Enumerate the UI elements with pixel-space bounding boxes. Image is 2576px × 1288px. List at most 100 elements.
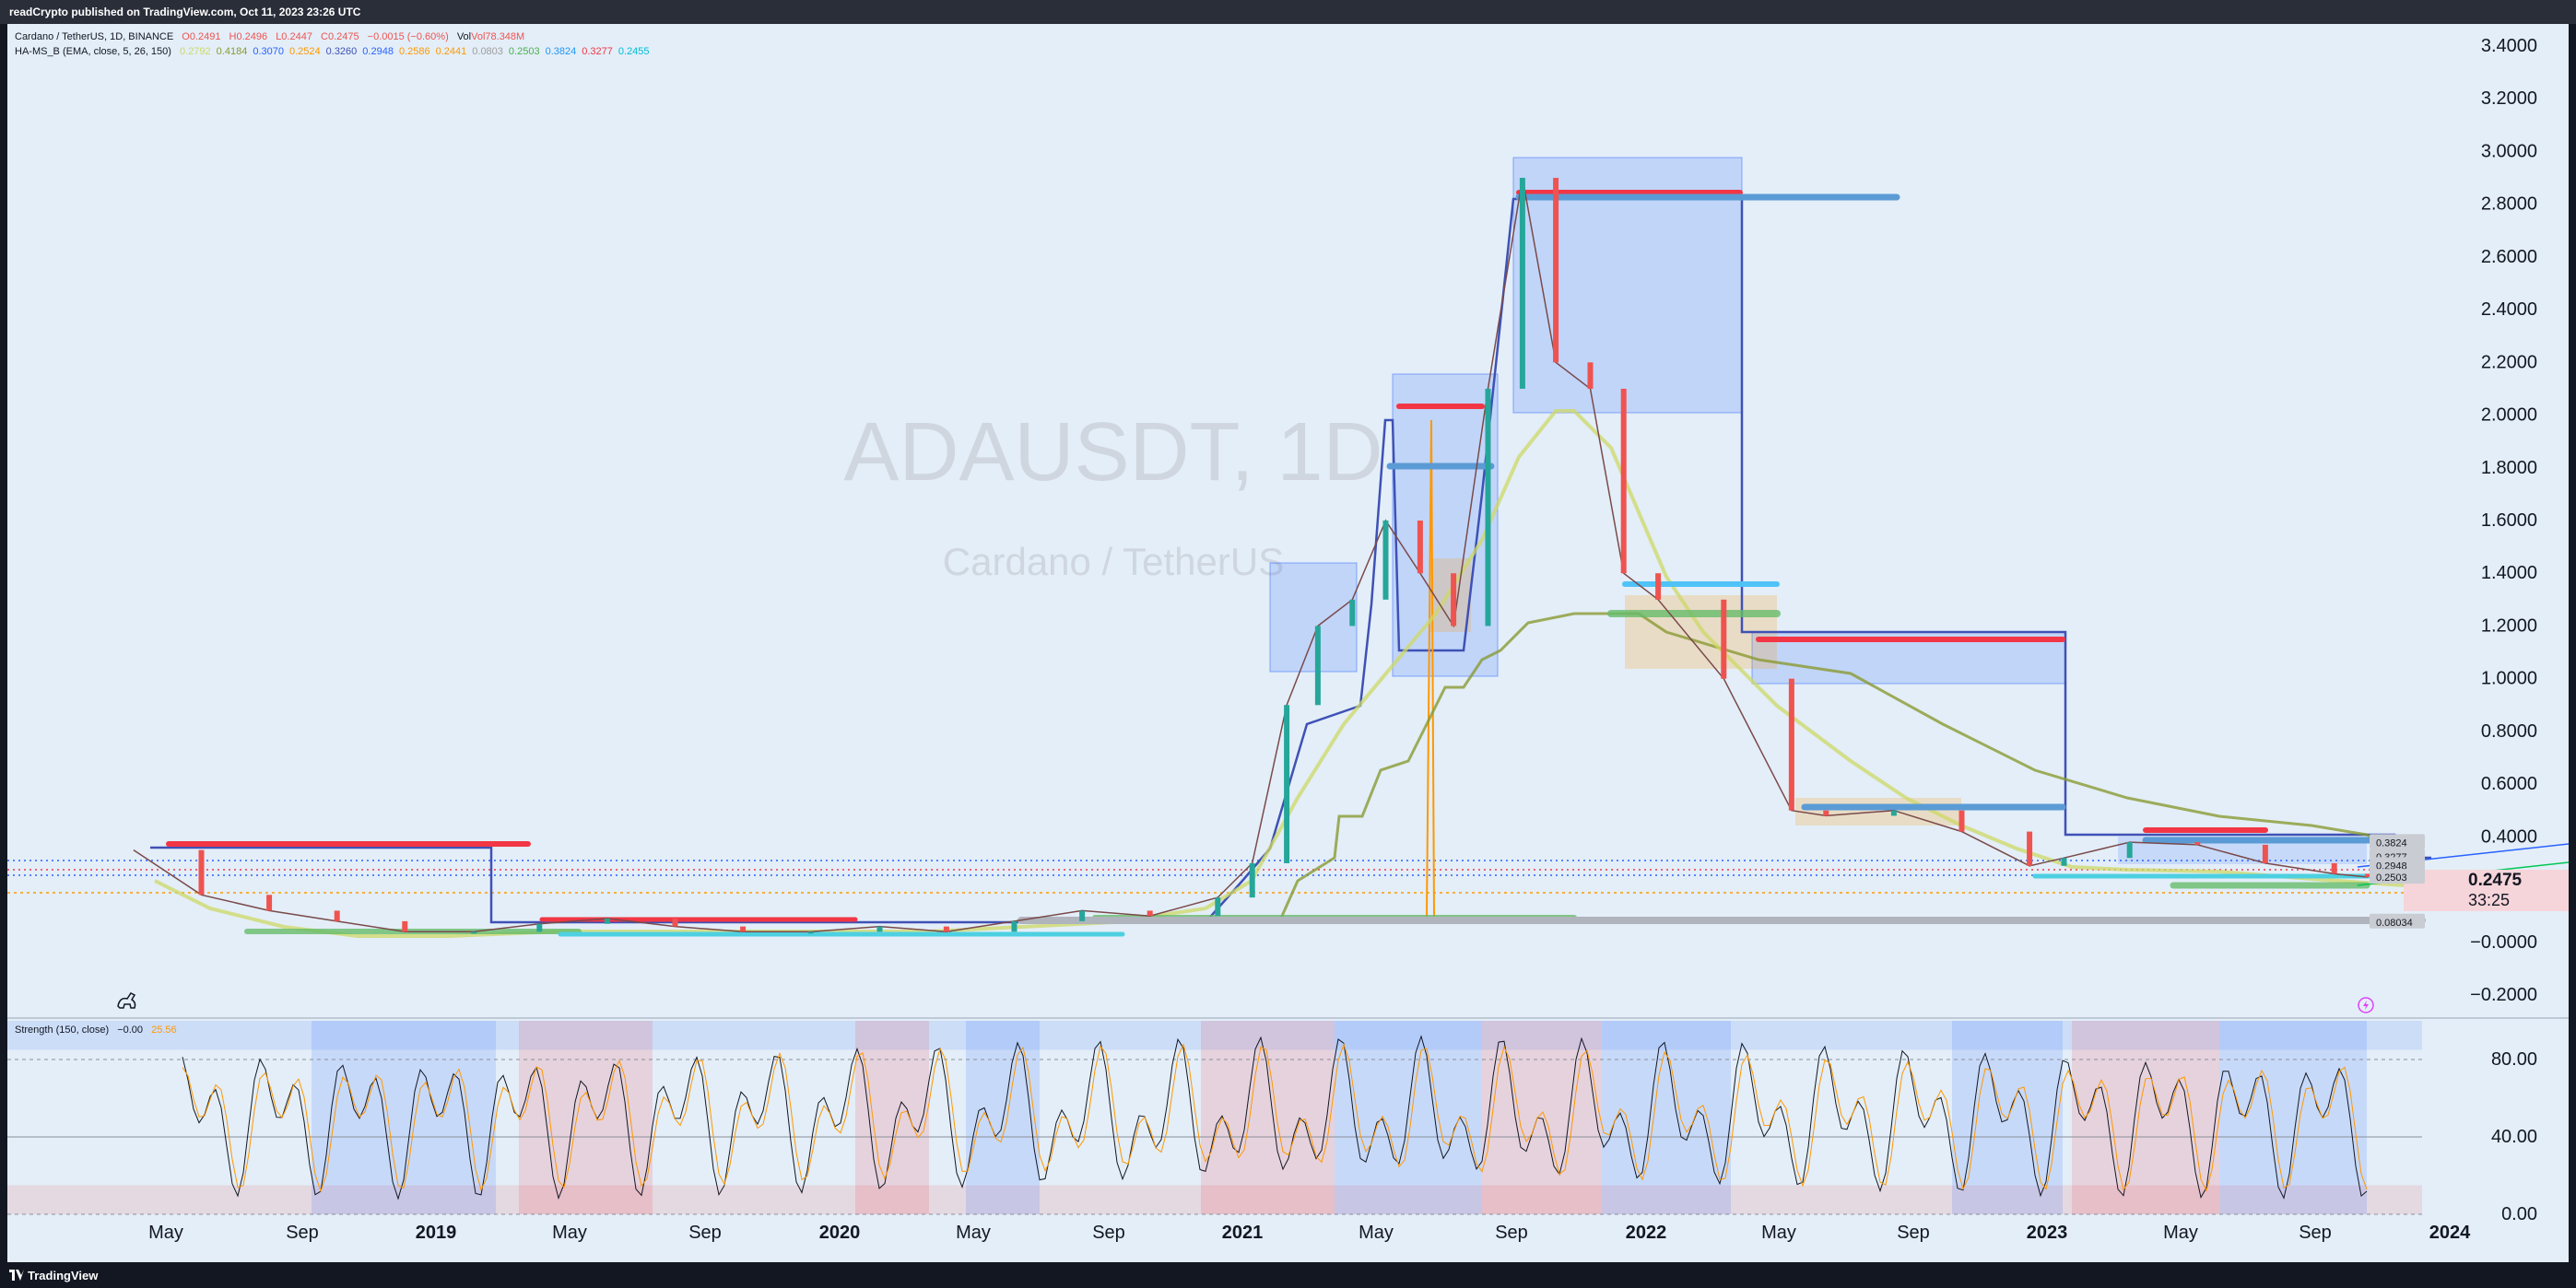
chart-frame[interactable]: ADAUSDT, 1D Cardano / TetherUS [7,24,2569,1262]
price-tick: 1.0000 [2481,669,2537,689]
time-axis[interactable]: May Sep 2019 May Sep 2020 May Sep 2021 May Sep 2022… [148,1223,2471,1243]
legend-line-1: Cardano / TetherUS, 1D, BINANCE O0.2491 … [15,31,524,42]
pane-tick: 40.00 [2491,1127,2537,1147]
legend-indicator-value: 0.2792 [180,46,211,57]
price-tick: 1.6000 [2481,510,2537,531]
pane-value-1: −0.00 [117,1025,143,1036]
legend-indicator: HA-MS_B (EMA, close, 5, 26, 150) [15,46,171,57]
candle [2194,842,2201,845]
legend-volume-label: Vol [457,31,471,42]
time-tick: May [956,1223,991,1243]
candle [1079,910,1086,921]
price-tick: 0.4000 [2481,826,2537,847]
pane-regime-band [966,1021,1040,1214]
price-tick: −0.0000 [2470,932,2537,953]
legend-indicator-value: 0.4184 [217,46,248,57]
pane-value-2: 25.56 [151,1025,177,1036]
candle [1011,920,1017,932]
legend-indicator-value: 0.3824 [546,46,577,57]
candle [1485,388,1491,626]
countdown-label: 33:25 [2468,891,2510,909]
legend-open: O0.2491 [182,31,220,42]
footer-brand: TradingView [28,1269,99,1282]
time-tick: 2021 [1222,1223,1264,1243]
time-tick: May [148,1223,183,1243]
footer-bar: TradingView [0,1262,2576,1288]
legend-indicator-value: 0.2441 [436,46,467,57]
time-tick: 2024 [2429,1223,2471,1243]
legend-indicator-value: 0.2586 [399,46,430,57]
price-tick: 0.8000 [2481,721,2537,742]
candle [1788,678,1794,811]
candle [1451,573,1457,626]
candle [1620,388,1627,574]
candle [1215,897,1221,917]
candle [1382,521,1389,600]
time-tick: May [2163,1223,2198,1243]
lightning-icon[interactable] [2358,997,2374,1013]
zone-box-left [1269,562,1358,673]
candle [1249,862,1255,898]
legend-indicator-value: 0.2455 [618,46,650,57]
time-tick: 2022 [1626,1223,1667,1243]
time-tick: May [552,1223,587,1243]
level-badge-bg [2370,834,2425,849]
time-tick: 2019 [416,1223,457,1243]
level-badge-bg [2370,913,2425,929]
strength-pane[interactable] [7,1021,2422,1215]
candle [1587,362,1594,389]
time-tick: Sep [1092,1223,1125,1243]
candle [943,926,949,932]
pane-regime-band [855,1021,929,1214]
dino-icon[interactable] [117,992,136,1009]
pane-tick: 80.00 [2491,1049,2537,1070]
candle [1655,573,1662,600]
price-tick: 3.0000 [2481,141,2537,161]
time-tick: Sep [2299,1223,2332,1243]
candle [604,919,610,924]
price-tick: 0.6000 [2481,774,2537,794]
watermark-ticker: ADAUSDT, 1D [843,406,1382,498]
legend-change: −0.0015 (−0.60%) [368,31,449,42]
candle-group [198,178,2370,934]
price-tick: 1.4000 [2481,563,2537,583]
price-tick: 2.6000 [2481,247,2537,267]
candle [334,910,340,921]
candle [1417,521,1423,574]
candle [1349,599,1356,626]
legend-indicator-value: 0.3070 [253,46,284,57]
pane-regime-band [1482,1021,1602,1214]
time-tick: Sep [286,1223,319,1243]
candle [1147,910,1153,917]
price-tick: 3.4000 [2481,36,2537,56]
level-badge: 0.2503 [2376,872,2407,884]
top-bar: readCrypto published on TradingView.com,… [0,0,2576,24]
price-scale[interactable]: 3.4000 3.2000 3.0000 2.8000 2.6000 2.4000 2.20… [2470,36,2537,1005]
price-tick: 2.0000 [2481,405,2537,426]
candle [2364,873,2370,877]
price-tick: −0.2000 [2470,985,2537,1005]
candle [672,919,678,927]
candle [2126,842,2133,859]
level-badge: 0.3824 [2376,837,2407,849]
ema-slow-line [1277,612,2405,923]
pane-title: Strength (150, close) [15,1025,109,1036]
time-tick: 2023 [2027,1223,2068,1243]
chart-canvas[interactable]: ADAUSDT, 1D Cardano / TetherUS [7,24,2569,1262]
time-tick: Sep [688,1223,722,1243]
legend-indicator-value: 0.3277 [582,46,613,57]
current-price-label: 0.2475 [2468,871,2523,890]
level-badge: 0.08034 [2376,918,2413,929]
time-tick: Sep [1495,1223,1528,1243]
price-tick: 1.8000 [2481,458,2537,478]
price-line [133,177,2368,933]
candle [536,923,543,932]
price-tick: 3.2000 [2481,88,2537,109]
countdown-badge [2404,891,2569,911]
price-tick: 1.2000 [2481,615,2537,636]
pane-lower-band [7,1185,2422,1214]
candle [1823,810,1829,816]
pane-regime-band [2072,1021,2127,1214]
time-tick: May [1359,1223,1394,1243]
